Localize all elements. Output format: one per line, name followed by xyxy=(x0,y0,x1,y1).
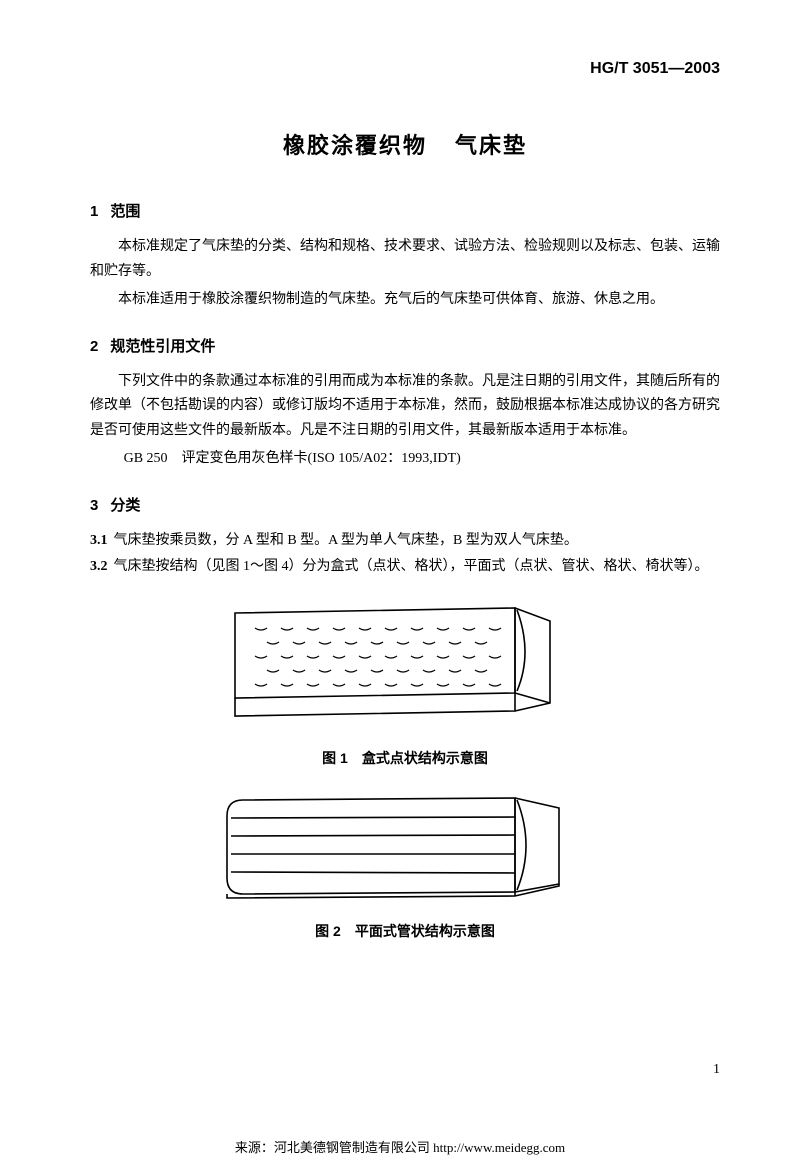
section-3-title: 分类 xyxy=(110,497,140,514)
section-2-title: 规范性引用文件 xyxy=(110,338,215,355)
clause-3-1: 3.1 气床垫按乘员数，分 A 型和 B 型。A 型为单人气床垫，B 型为双人气床… xyxy=(90,529,720,554)
figure-1-caption: 图 1 盒式点状结构示意图 xyxy=(90,748,720,768)
page-container: HG/T 3051—2003 橡胶涂覆织物 气床垫 1 范围 本标准规定了气床垫的分… xyxy=(0,0,800,1168)
clause-3-2: 3.2 气床垫按结构（见图 1～图 4）分为盒式（点状、格状），平面式（点状、管状… xyxy=(90,555,720,580)
clause-3-1-num: 3.1 xyxy=(90,533,108,548)
page-number: 1 xyxy=(713,1062,720,1078)
section-2-num: 2 xyxy=(90,338,98,355)
standard-code: HG/T 3051—2003 xyxy=(90,60,720,78)
section-2-p1: 下列文件中的条款通过本标准的引用而成为本标准的条款。凡是注日期的引用文件，其随后… xyxy=(90,370,720,444)
title-part1: 橡胶涂覆织物 xyxy=(283,133,427,158)
section-1-p2: 本标准适用于橡胶涂覆织物制造的气床垫。充气后的气床垫可供体育、旅游、休息之用。 xyxy=(90,288,720,313)
footer-source: 来源：河北美德钢管制造有限公司 http://www.meidegg.com xyxy=(0,1137,800,1156)
section-1-title: 范围 xyxy=(110,203,140,220)
clause-3-2-num: 3.2 xyxy=(90,559,108,574)
figure-2-svg xyxy=(215,786,595,906)
section-1-num: 1 xyxy=(90,203,98,220)
section-1-heading: 1 范围 xyxy=(90,200,720,221)
figure-2-caption: 图 2 平面式管状结构示意图 xyxy=(90,921,720,941)
title-part2: 气床垫 xyxy=(455,133,527,158)
section-2-reference: GB 250 评定变色用灰色样卡(ISO 105/A02：1993,IDT) xyxy=(90,447,720,472)
section-3-heading: 3 分类 xyxy=(90,494,720,515)
section-1-p1: 本标准规定了气床垫的分类、结构和规格、技术要求、试验方法、检验规则以及标志、包装… xyxy=(90,235,720,284)
document-title: 橡胶涂覆织物 气床垫 xyxy=(90,128,720,160)
section-2-heading: 2 规范性引用文件 xyxy=(90,335,720,356)
clause-3-2-text: 气床垫按结构（见图 1～图 4）分为盒式（点状、格状），平面式（点状、管状、格状… xyxy=(114,559,709,574)
section-3-num: 3 xyxy=(90,497,98,514)
figure-1-svg xyxy=(215,598,595,733)
figure-2 xyxy=(90,786,720,911)
figure-1 xyxy=(90,598,720,738)
clause-3-1-text: 气床垫按乘员数，分 A 型和 B 型。A 型为单人气床垫，B 型为双人气床垫。 xyxy=(114,533,578,548)
